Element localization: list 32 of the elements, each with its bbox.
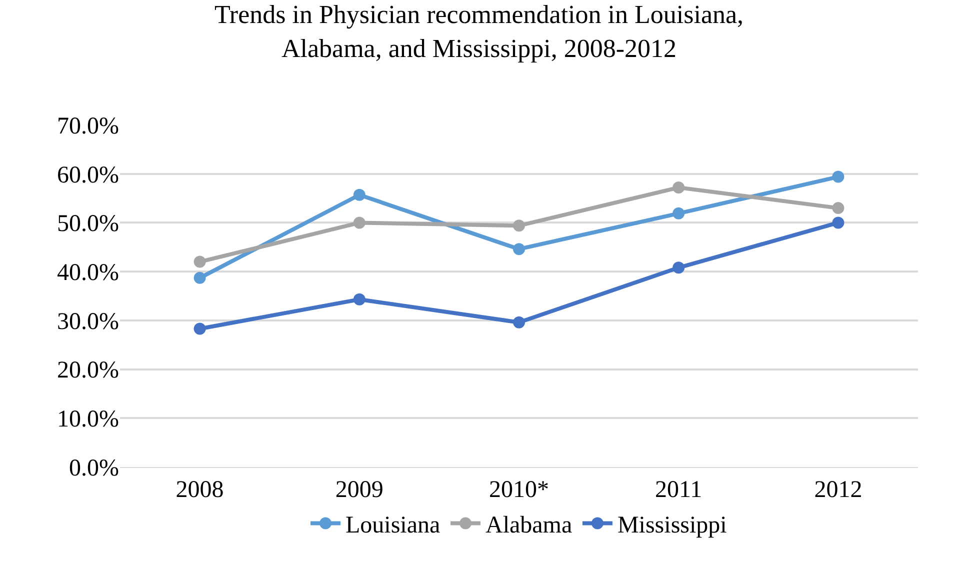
x-tick-label: 2011 bbox=[655, 476, 702, 503]
y-tick-label: 0.0% bbox=[69, 455, 119, 482]
y-tick-label: 70.0% bbox=[57, 113, 119, 140]
point bbox=[194, 256, 206, 268]
x-tick-label: 2012 bbox=[814, 476, 862, 503]
point bbox=[194, 322, 206, 335]
legend-label: Alabama bbox=[485, 512, 572, 539]
point bbox=[672, 207, 685, 220]
legend-label: Louisiana bbox=[346, 512, 440, 539]
point bbox=[513, 243, 525, 256]
point bbox=[353, 188, 366, 201]
point bbox=[513, 220, 525, 232]
point bbox=[513, 316, 525, 328]
x-tick-label: 2010* bbox=[489, 476, 549, 503]
y-tick-label: 10.0% bbox=[57, 406, 119, 433]
y-tick-label: 30.0% bbox=[57, 308, 119, 335]
y-tick-label: 50.0% bbox=[57, 211, 119, 238]
x-tick-label: 2008 bbox=[176, 476, 224, 503]
x-tick-label: 2009 bbox=[335, 476, 384, 503]
point bbox=[353, 216, 366, 229]
point bbox=[672, 182, 685, 194]
y-tick-label: 60.0% bbox=[57, 162, 119, 188]
point bbox=[832, 216, 844, 229]
point bbox=[832, 170, 844, 183]
point bbox=[672, 262, 685, 274]
point bbox=[194, 272, 206, 284]
y-tick-label: 40.0% bbox=[57, 260, 119, 286]
point bbox=[832, 202, 844, 214]
y-tick-label: 20.0% bbox=[57, 358, 119, 384]
chart-title: Trends in Physician recommendation in Louisiana, Alabama, and Mississippi, 2008-2012 bbox=[214, 0, 744, 63]
point bbox=[353, 293, 366, 306]
legend-label: Mississippi bbox=[617, 512, 728, 539]
